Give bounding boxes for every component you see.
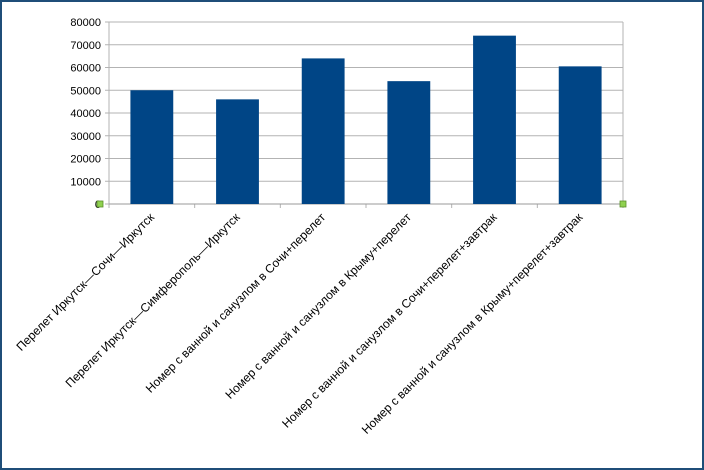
y-tick-label: 40000 [70, 108, 101, 120]
y-tick-label: 50000 [70, 85, 101, 97]
bar-6 [558, 66, 602, 204]
y-tick-label: 80000 [70, 17, 101, 29]
y-tick-label: 10000 [70, 176, 101, 188]
selection-handle-left[interactable] [96, 200, 104, 208]
y-tick-label: 60000 [70, 63, 101, 75]
y-tick-label: 30000 [70, 131, 101, 143]
selection-handle-right[interactable] [619, 200, 627, 208]
x-tick-label: Номер с ванной и санузлом в Крыму+переле… [222, 210, 414, 402]
x-tick-label: Перелет Иркутск—Сочи—Иркутск [13, 210, 157, 354]
bar-4 [387, 81, 431, 204]
bar-2 [216, 99, 259, 204]
y-tick-label: 70000 [70, 40, 101, 52]
bar-1 [130, 90, 174, 204]
bar-3 [301, 58, 345, 205]
x-tick-label: Перелет Иркутск—Симферополь—Иркутск [63, 210, 244, 391]
bar-5 [473, 35, 516, 205]
bars [130, 35, 602, 205]
y-tick-labels: 0100002000030000400005000060000700008000… [70, 17, 101, 211]
y-tick-label: 20000 [70, 154, 101, 166]
x-tick-label: Номер с ванной и санузлом в Сочи+перелет [143, 210, 329, 396]
selection-handles[interactable] [96, 200, 627, 208]
grid-lines [105, 21, 624, 208]
